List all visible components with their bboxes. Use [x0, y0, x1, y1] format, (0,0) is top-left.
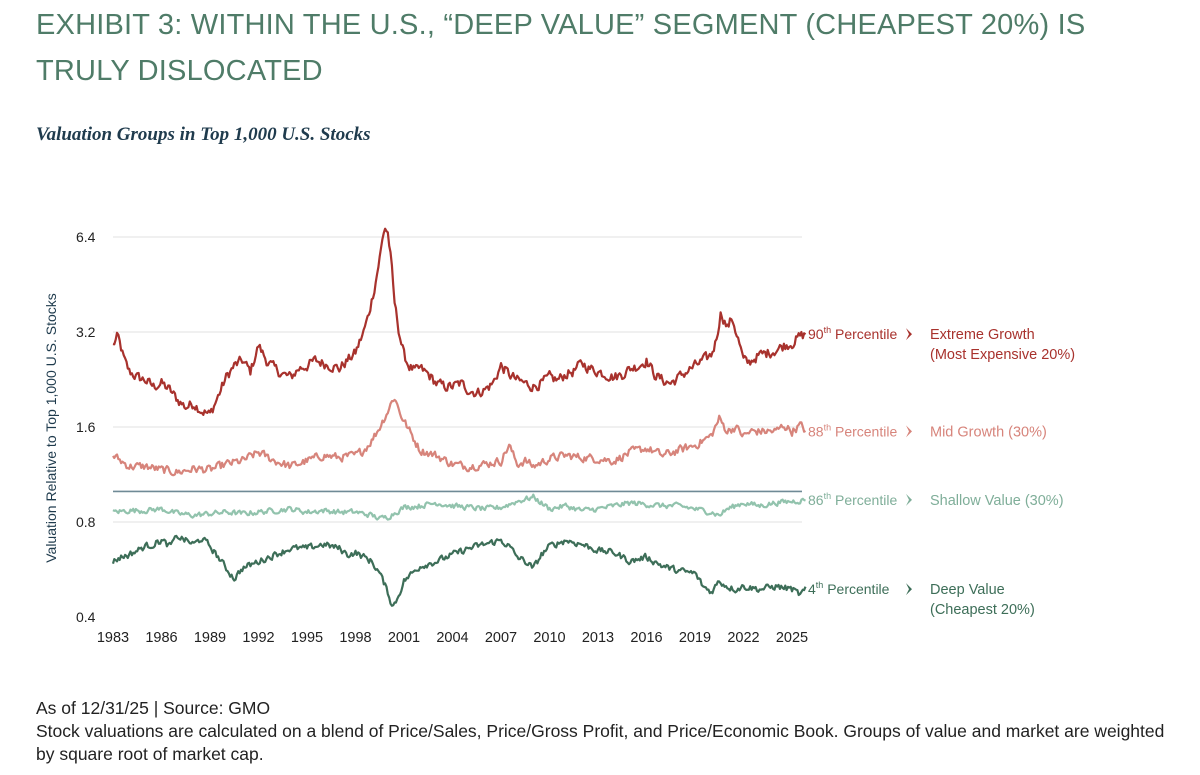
y-axis-ticks: 0.4 0.8 1.6 3.2 6.4	[76, 229, 96, 625]
series-line	[112, 398, 807, 477]
percentile-suffix: th	[816, 580, 824, 590]
percentile-number: 88	[808, 423, 824, 439]
grid-lines	[113, 236, 802, 523]
series-labels: 90th Percentile Extreme Growth(Most Expen…	[808, 325, 1075, 618]
methodology-note: Stock valuations are calculated on a ble…	[36, 721, 1165, 764]
x-tick-label: 2019	[679, 630, 711, 646]
chevron-right-icon	[906, 583, 912, 596]
y-axis-label: Valuation Relative to Top 1,000 U.S. Sto…	[43, 293, 59, 563]
y-tick-label: 0.8	[76, 514, 96, 530]
percentile-label: 90th Percentile	[808, 325, 897, 342]
chevron-right-icon	[906, 493, 912, 506]
series-name-label: Extreme Growth	[930, 327, 1035, 343]
percentile-suffix: th	[824, 422, 832, 432]
series-group	[111, 227, 807, 607]
percentile-suffix: th	[824, 325, 832, 335]
percentile-suffix: th	[824, 491, 832, 501]
source-note: As of 12/31/25 | Source: GMO	[36, 698, 271, 718]
footer: As of 12/31/25 | Source: GMO Stock valua…	[36, 697, 1166, 766]
x-tick-label: 2004	[436, 630, 468, 646]
x-tick-label: 1983	[97, 630, 129, 646]
percentile-label: 86th Percentile	[808, 491, 897, 508]
percentile-word: Percentile	[831, 326, 897, 342]
x-tick-label: 2010	[533, 630, 565, 646]
x-tick-label: 2022	[727, 630, 759, 646]
percentile-word: Percentile	[831, 492, 897, 508]
x-tick-label: 2025	[776, 630, 808, 646]
y-axis-label-group: Valuation Relative to Top 1,000 U.S. Sto…	[43, 293, 59, 563]
series-line	[112, 227, 807, 416]
chart-subtitle: Valuation Groups in Top 1,000 U.S. Stock…	[36, 124, 371, 145]
series-line	[112, 493, 806, 521]
x-tick-label: 1989	[194, 630, 226, 646]
series-name-label-line2: (Most Expensive 20%)	[930, 347, 1075, 363]
chevron-right-icon	[906, 328, 912, 341]
percentile-label: 88th Percentile	[808, 422, 897, 439]
y-tick-label: 6.4	[76, 229, 96, 245]
x-tick-label: 2001	[388, 630, 420, 646]
valuation-chart: 0.4 0.8 1.6 3.2 6.4 1983 1986 1989 1992 1995 1998…	[43, 227, 1075, 646]
x-tick-label: 2016	[630, 630, 662, 646]
x-tick-label: 1992	[242, 630, 274, 646]
exhibit-title: EXHIBIT 3: WITHIN THE U.S., “DEEP VALUE”…	[36, 9, 1086, 87]
series-name-label: Mid Growth (30%)	[930, 424, 1047, 440]
series-name-label-line2: (Cheapest 20%)	[930, 602, 1035, 618]
series-name-label: Shallow Value (30%)	[930, 493, 1064, 509]
x-tick-label: 1995	[291, 630, 323, 646]
percentile-word: Percentile	[823, 581, 889, 597]
percentile-label: 4th Percentile	[808, 580, 890, 597]
x-tick-label: 1998	[339, 630, 371, 646]
percentile-number: 90	[808, 326, 824, 342]
x-axis-ticks: 1983 1986 1989 1992 1995 1998 2001 2004 2007 2010…	[97, 630, 808, 646]
series-line	[111, 534, 807, 607]
x-tick-label: 2013	[582, 630, 614, 646]
y-tick-label: 1.6	[76, 419, 96, 435]
x-tick-label: 2007	[485, 630, 517, 646]
y-tick-label: 3.2	[76, 324, 96, 340]
percentile-word: Percentile	[831, 423, 897, 439]
percentile-number: 86	[808, 492, 824, 508]
series-name-label: Deep Value	[930, 582, 1005, 598]
chevron-right-icon	[906, 425, 912, 438]
x-tick-label: 1986	[145, 630, 177, 646]
percentile-number: 4	[808, 581, 816, 597]
y-tick-label: 0.4	[76, 609, 96, 625]
